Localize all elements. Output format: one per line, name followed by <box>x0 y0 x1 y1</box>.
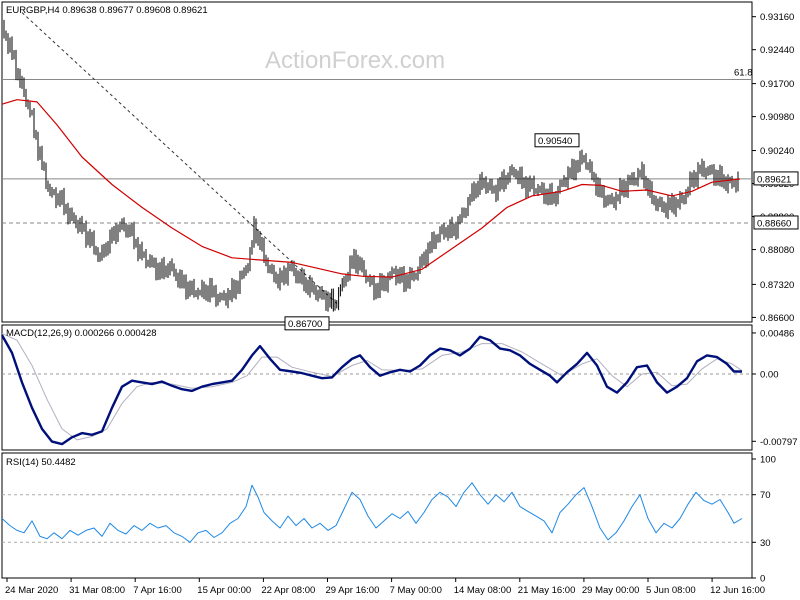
price-tag-box <box>753 171 799 186</box>
y-tick-label: 100 <box>760 455 776 466</box>
panel-frame <box>1 452 753 579</box>
panel-frame <box>1 324 753 451</box>
x-tick-label: 29 Apr 16:00 <box>326 585 380 596</box>
y-tick-label: 0.93160 <box>760 12 794 23</box>
x-tick-label: 12 Jun 16:00 <box>710 585 765 596</box>
x-tick-label: 15 Apr 00:00 <box>197 585 251 596</box>
y-tick-label: 0.92440 <box>760 45 794 56</box>
x-tick-label: 21 May 16:00 <box>518 585 576 596</box>
y-tick-label: 0.00 <box>760 369 779 380</box>
macd-panel-title: MACD(12,26,9) 0.000266 0.000428 <box>6 328 157 339</box>
x-tick-label: 22 Apr 08:00 <box>261 585 315 596</box>
y-tick-label: 0.91700 <box>760 79 794 90</box>
rsi-panel-title: RSI(14) 50.4482 <box>6 457 76 468</box>
y-tick-label: 0.00486 <box>760 328 794 339</box>
price-tag-label: 0.89621 <box>757 174 791 185</box>
price-panel-title: EURGBP,H4 0.89638 0.89677 0.89608 0.8962… <box>6 5 208 16</box>
price-annotation-label: 0.90540 <box>538 136 572 147</box>
price-annotation-label: 0.86700 <box>288 319 322 330</box>
x-tick-label: 14 May 08:00 <box>454 585 512 596</box>
y-tick-label: 30 <box>760 538 771 549</box>
y-tick-label: 0 <box>760 574 765 585</box>
x-tick-label: 7 Apr 16:00 <box>133 585 182 596</box>
y-tick-label: 0.86600 <box>760 313 794 324</box>
x-tick-label: 5 Jun 08:00 <box>646 585 696 596</box>
y-tick-label: 0.88080 <box>760 245 794 256</box>
fib-level-label: 61.8 <box>734 67 753 78</box>
rsi-line <box>1 482 743 543</box>
x-tick-label: 24 Mar 2020 <box>5 585 58 596</box>
y-tick-label: -0.00797 <box>760 437 798 448</box>
macd-line <box>0 334 742 446</box>
moving-average-line <box>1 99 741 278</box>
x-tick-label: 29 May 00:00 <box>582 585 640 596</box>
y-tick-label: 0.87320 <box>760 280 794 291</box>
x-tick-label: 31 Mar 08:00 <box>69 585 125 596</box>
price-annotation-box <box>284 316 330 331</box>
y-tick-label: 0.90240 <box>760 146 794 157</box>
x-tick-label: 7 May 00:00 <box>390 585 442 596</box>
macd-signal-line <box>1 332 743 441</box>
price-tag-box <box>753 215 799 230</box>
price-tag-label: 0.88660 <box>757 218 791 229</box>
y-tick-label: 70 <box>760 490 771 501</box>
y-tick-label: 0.90980 <box>760 112 794 123</box>
panel-frame <box>1 1 753 323</box>
price-annotation-box <box>534 133 580 148</box>
watermark: ActionForex.com <box>265 47 445 74</box>
